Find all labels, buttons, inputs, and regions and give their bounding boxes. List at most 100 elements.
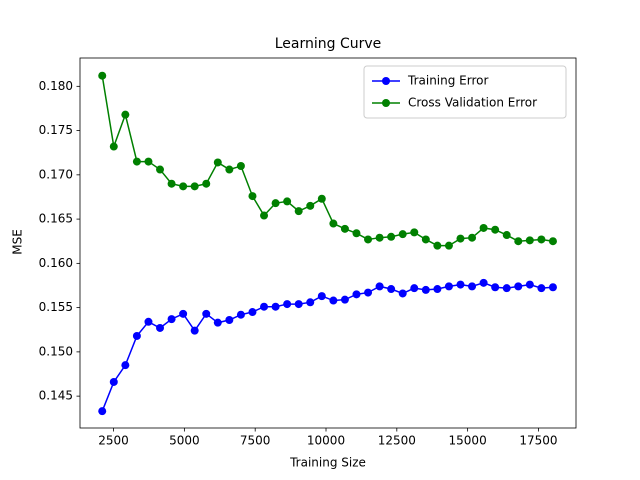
point	[167, 179, 176, 188]
plot-frame	[79, 57, 577, 429]
chart-title: Learning Curve	[275, 36, 382, 52]
point	[525, 236, 534, 245]
point	[190, 326, 199, 335]
point	[317, 194, 326, 203]
legend-label: Cross Validation Error	[408, 96, 537, 110]
point	[144, 157, 153, 166]
y-tick-label: 0.165	[39, 212, 73, 226]
point	[352, 229, 361, 238]
point	[410, 228, 419, 237]
point	[283, 300, 292, 309]
point	[132, 157, 141, 166]
point	[514, 237, 523, 246]
legend-marker	[382, 99, 390, 107]
x-tick-label: 15000	[449, 434, 487, 448]
point	[456, 280, 465, 289]
point	[132, 331, 141, 340]
y-tick-label: 0.155	[39, 300, 73, 314]
point	[340, 295, 349, 304]
x-tick-label: 7500	[240, 434, 271, 448]
point	[340, 224, 349, 233]
point	[479, 278, 488, 287]
x-axis-label: Training Size	[289, 456, 366, 470]
point	[548, 283, 557, 292]
legend-box	[363, 65, 567, 119]
y-tick-label: 0.180	[39, 79, 73, 93]
y-tick-label: 0.170	[39, 167, 73, 181]
point	[410, 284, 419, 293]
point	[502, 284, 511, 293]
y-tick-label: 0.175	[39, 123, 73, 137]
point	[98, 71, 107, 80]
x-tick-label: 12500	[378, 434, 416, 448]
point	[502, 231, 511, 240]
point	[375, 233, 384, 242]
point	[329, 219, 338, 228]
point	[468, 233, 477, 242]
legend-marker	[382, 77, 390, 85]
point	[306, 298, 315, 307]
y-tick-label: 0.150	[39, 344, 73, 358]
point	[202, 309, 211, 318]
point	[213, 158, 222, 167]
x-tick-label: 10000	[307, 434, 345, 448]
point	[421, 285, 430, 294]
point	[109, 377, 118, 386]
point	[144, 317, 153, 326]
legend-label: Training Error	[407, 74, 488, 88]
point	[121, 361, 130, 370]
x-tick-label: 2500	[98, 434, 129, 448]
point	[225, 165, 234, 174]
point	[364, 235, 373, 244]
point	[260, 211, 269, 220]
point	[491, 283, 500, 292]
point	[156, 165, 165, 174]
point	[433, 285, 442, 294]
y-axis-label: MSE	[11, 229, 25, 255]
point	[375, 282, 384, 291]
point	[306, 201, 315, 210]
point	[329, 296, 338, 305]
point	[260, 302, 269, 311]
point	[479, 223, 488, 232]
point	[156, 323, 165, 332]
point	[514, 282, 523, 291]
point	[491, 225, 500, 234]
point	[387, 232, 396, 241]
series-line	[101, 282, 554, 412]
point	[109, 142, 118, 151]
point	[433, 241, 442, 250]
point	[248, 308, 257, 317]
point	[456, 234, 465, 243]
point	[364, 288, 373, 297]
point	[468, 282, 477, 291]
point	[202, 179, 211, 188]
series-line	[101, 75, 554, 247]
x-tick-label: 5000	[169, 434, 200, 448]
y-tick-label: 0.145	[39, 389, 73, 403]
point	[179, 182, 188, 191]
point	[525, 280, 534, 289]
point	[248, 192, 257, 201]
point	[271, 199, 280, 208]
point	[294, 207, 303, 216]
y-tick-label: 0.160	[39, 256, 73, 270]
point	[421, 235, 430, 244]
point	[167, 315, 176, 324]
point	[444, 241, 453, 250]
point	[236, 161, 245, 170]
point	[121, 110, 130, 119]
point	[190, 182, 199, 191]
point	[537, 235, 546, 244]
point	[537, 284, 546, 293]
point	[398, 230, 407, 239]
point	[387, 285, 396, 294]
point	[236, 310, 245, 319]
point	[283, 197, 292, 206]
point	[271, 302, 280, 311]
point	[213, 318, 222, 327]
point	[98, 407, 107, 416]
point	[225, 316, 234, 325]
x-tick-label: 17500	[519, 434, 557, 448]
